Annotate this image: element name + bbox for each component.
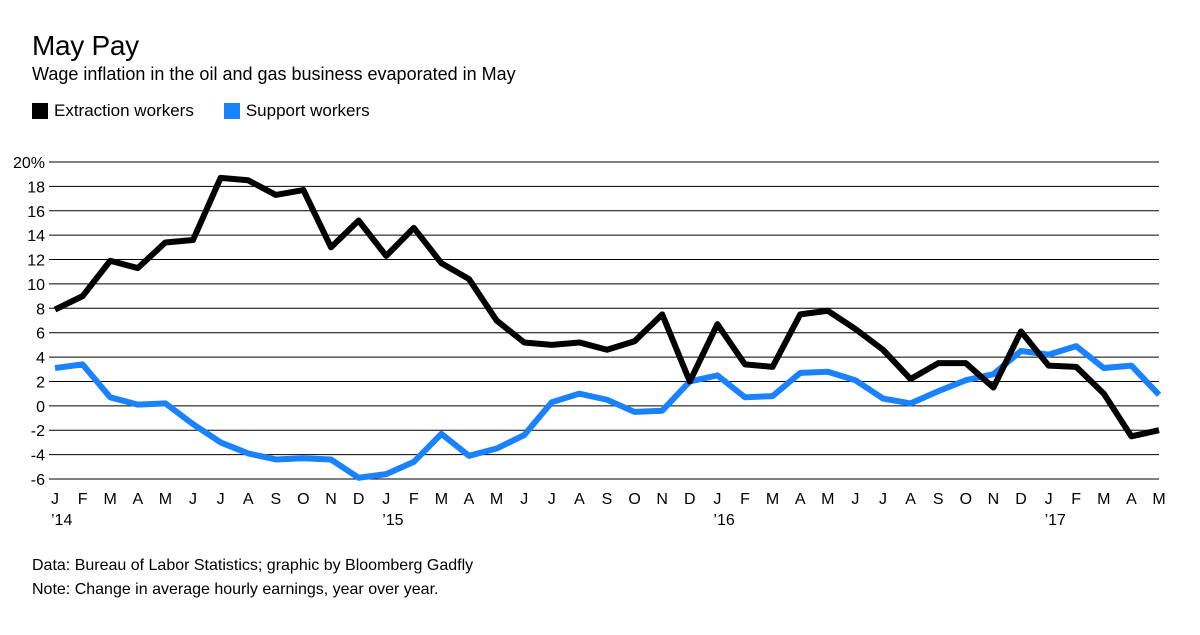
x-tick-label: A bbox=[795, 491, 806, 508]
x-tick-label: J bbox=[713, 491, 721, 508]
x-year-label: ’14 bbox=[51, 512, 72, 529]
x-tick-label: M bbox=[490, 491, 503, 508]
x-tick-label: J bbox=[189, 491, 197, 508]
x-tick-label: O bbox=[297, 491, 309, 508]
x-tick-label: N bbox=[325, 491, 337, 508]
x-tick-label: J bbox=[520, 491, 528, 508]
y-tick-label: 16 bbox=[27, 204, 45, 221]
x-tick-label: O bbox=[960, 491, 972, 508]
y-tick-label: 4 bbox=[36, 350, 45, 367]
legend: Extraction workers Support workers bbox=[32, 101, 400, 121]
series-line-extraction bbox=[53, 174, 1160, 440]
x-tick-label: M bbox=[821, 491, 834, 508]
y-tick-label: 14 bbox=[27, 228, 45, 245]
y-tick-label: -6 bbox=[31, 472, 45, 489]
source-note: Data: Bureau of Labor Statistics; graphi… bbox=[32, 557, 474, 574]
y-tick-label: 20% bbox=[13, 155, 45, 172]
series-lines bbox=[53, 174, 1162, 481]
x-tick-label: J bbox=[382, 491, 390, 508]
x-tick-label: F bbox=[409, 491, 419, 508]
x-tick-label: O bbox=[628, 491, 640, 508]
y-tick-label: 10 bbox=[27, 277, 45, 294]
grid-lines bbox=[49, 161, 1159, 480]
y-axis-tick-labels: -6 -4 -2 0 2 4 6 8 10 12 14 16 18 20% bbox=[13, 155, 45, 489]
x-tick-label: J bbox=[879, 491, 887, 508]
x-tick-label: J bbox=[217, 491, 225, 508]
footnote: Note: Change in average hourly earnings,… bbox=[32, 581, 439, 598]
x-tick-label: M bbox=[104, 491, 117, 508]
x-year-label: ’17 bbox=[1045, 512, 1066, 529]
y-tick-label: 12 bbox=[27, 253, 45, 270]
x-tick-label: D bbox=[353, 491, 365, 508]
chart-subtitle: Wage inflation in the oil and gas busine… bbox=[32, 64, 516, 84]
x-tick-label: S bbox=[270, 491, 281, 508]
y-tick-label: 6 bbox=[36, 326, 45, 343]
x-tick-label: A bbox=[464, 491, 475, 508]
y-tick-label: 18 bbox=[27, 179, 45, 196]
x-tick-label: J bbox=[1045, 491, 1053, 508]
x-year-label: ’15 bbox=[382, 512, 403, 529]
x-tick-label: F bbox=[78, 491, 88, 508]
y-tick-label: 8 bbox=[36, 301, 45, 318]
y-tick-label: -2 bbox=[31, 423, 45, 440]
x-tick-label: S bbox=[602, 491, 613, 508]
legend-label-support: Support workers bbox=[245, 101, 370, 120]
x-tick-label: A bbox=[243, 491, 254, 508]
x-tick-label: F bbox=[740, 491, 750, 508]
x-tick-label: M bbox=[766, 491, 779, 508]
x-tick-label: S bbox=[933, 491, 944, 508]
x-tick-label: M bbox=[1152, 491, 1165, 508]
x-tick-label: A bbox=[132, 491, 143, 508]
x-tick-label: N bbox=[988, 491, 1000, 508]
legend-item-support: Support workers bbox=[223, 101, 370, 121]
x-tick-label: A bbox=[1126, 491, 1137, 508]
y-tick-label: 0 bbox=[36, 399, 45, 416]
x-tick-label: D bbox=[1015, 491, 1027, 508]
series-line-support bbox=[54, 343, 1162, 481]
y-tick-label: 2 bbox=[36, 374, 45, 391]
x-tick-label: F bbox=[1071, 491, 1081, 508]
x-tick-label: J bbox=[548, 491, 556, 508]
x-tick-label: J bbox=[851, 491, 859, 508]
x-tick-label: D bbox=[684, 491, 696, 508]
x-tick-label: M bbox=[159, 491, 172, 508]
legend-item-extraction: Extraction workers bbox=[32, 101, 194, 121]
x-tick-label: A bbox=[574, 491, 585, 508]
x-tick-label: M bbox=[435, 491, 448, 508]
x-year-label: ’16 bbox=[713, 512, 734, 529]
x-tick-label: A bbox=[905, 491, 916, 508]
y-tick-label: -4 bbox=[31, 448, 45, 465]
x-tick-label: J bbox=[51, 491, 59, 508]
legend-label-extraction: Extraction workers bbox=[54, 101, 194, 120]
chart-title: May Pay bbox=[32, 30, 139, 61]
legend-swatch-support bbox=[223, 103, 240, 119]
legend-swatch-extraction bbox=[32, 103, 48, 119]
x-tick-label: N bbox=[656, 491, 668, 508]
x-tick-label: M bbox=[1097, 491, 1110, 508]
